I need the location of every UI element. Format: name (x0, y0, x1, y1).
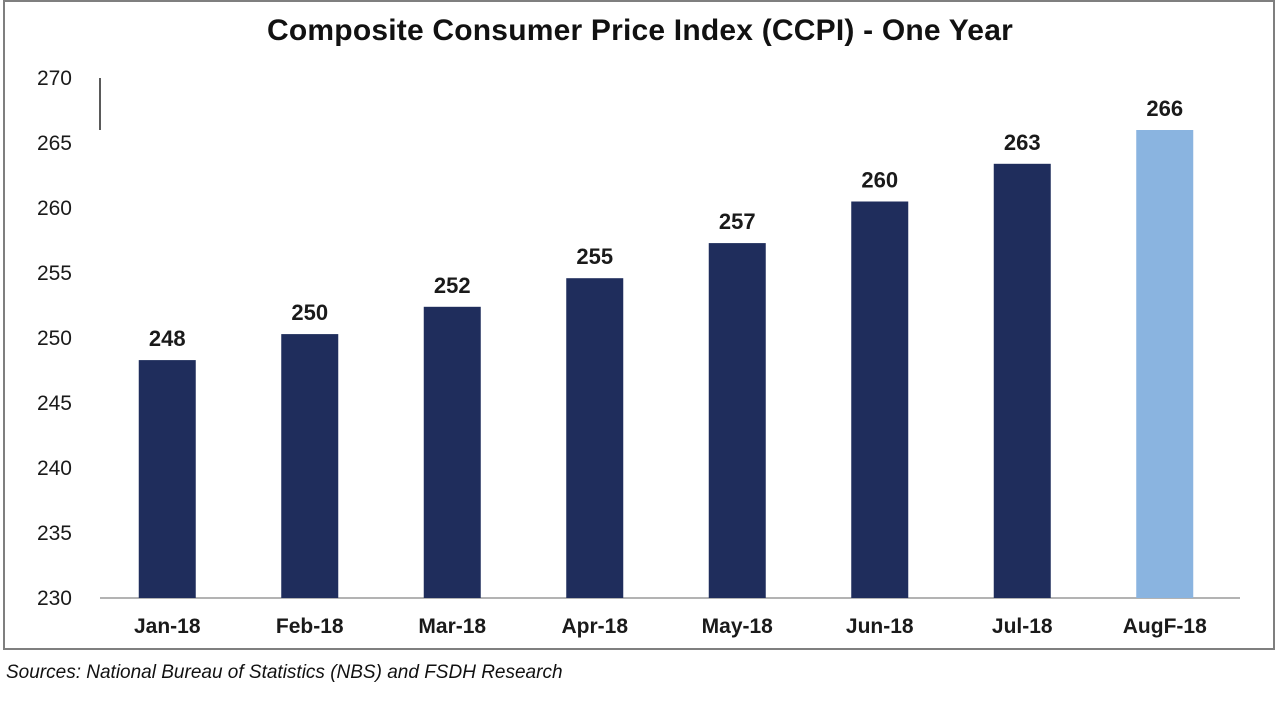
bar (1136, 130, 1194, 598)
data-label: 255 (576, 244, 613, 269)
x-tick-label: Jul-18 (992, 615, 1053, 638)
data-label: 252 (434, 273, 471, 298)
data-label: 260 (861, 168, 898, 193)
data-label: 266 (1146, 96, 1183, 121)
bar (138, 360, 196, 598)
y-tick-label: 265 (37, 132, 72, 155)
x-tick-label: Apr-18 (561, 615, 628, 638)
y-tick-label: 250 (37, 327, 72, 350)
y-tick-label: 230 (37, 587, 72, 610)
x-tick-label: May-18 (702, 615, 774, 638)
y-tick-label: 260 (37, 197, 72, 220)
data-label: 250 (291, 300, 328, 325)
bar (423, 306, 481, 598)
y-tick-label: 235 (37, 522, 72, 545)
x-tick-label: Jun-18 (846, 615, 914, 638)
y-tick-label: 255 (37, 262, 72, 285)
chart-frame (3, 0, 1275, 650)
x-tick-label: Mar-18 (418, 615, 486, 638)
source-note: Sources: National Bureau of Statistics (… (6, 662, 563, 683)
bar (281, 334, 339, 598)
x-tick-label: Feb-18 (276, 615, 344, 638)
chart-title: Composite Consumer Price Index (CCPI) - … (267, 14, 1013, 47)
bar (993, 163, 1051, 599)
bar (566, 278, 624, 598)
x-tick-label: Jan-18 (134, 615, 201, 638)
bar (851, 201, 909, 598)
data-label: 248 (149, 326, 186, 351)
y-tick-label: 245 (37, 392, 72, 415)
x-tick-label: AugF-18 (1123, 615, 1207, 638)
data-label: 263 (1004, 130, 1041, 155)
bar (708, 243, 766, 598)
y-tick-label: 270 (37, 67, 72, 90)
data-label: 257 (719, 209, 756, 234)
y-tick-label: 240 (37, 457, 72, 480)
